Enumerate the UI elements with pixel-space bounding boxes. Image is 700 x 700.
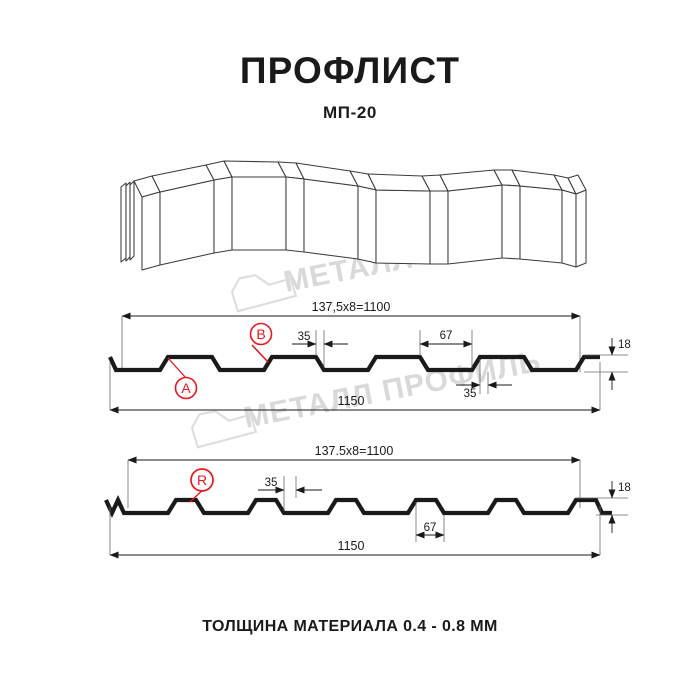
leader-line-b2 — [251, 344, 269, 363]
marker-a: A — [167, 357, 198, 400]
dim-label-18-top: 18 — [618, 339, 631, 351]
dim-label-overall-top: 137,5x8=1100 — [312, 300, 391, 314]
dim-label-overall-bottom: 137.5x8=1100 — [315, 444, 394, 458]
dim-label-1150-top: 1150 — [338, 394, 365, 408]
title-block: ПРОФЛИСТ МП-20 — [0, 50, 700, 123]
profile-outline-bottom — [104, 494, 612, 519]
cross-section-top: 137,5x8=1100 35 67 35 18 — [108, 300, 631, 414]
material-thickness-note: ТОЛЩИНА МАТЕРИАЛА 0.4 - 0.8 ММ — [202, 618, 498, 635]
marker-r-label: R — [197, 472, 207, 488]
marker-a-label: A — [181, 380, 191, 396]
watermark-lower: МЕТАЛЛ ПРОФИЛЬ — [190, 345, 544, 449]
dim-label-35-top: 35 — [298, 331, 311, 343]
marker-b-label: B — [256, 326, 265, 342]
dim-label-67-top: 67 — [440, 330, 453, 342]
profile-outline-top — [108, 354, 600, 373]
dim-label-35-bottom: 35 — [464, 388, 477, 400]
dim-label-35-bottom-sec: 35 — [265, 477, 278, 489]
dim-label-67-bottom: 67 — [424, 522, 437, 534]
marker-a-circle — [174, 376, 198, 400]
leader-line-a — [167, 357, 187, 379]
cross-section-bottom: 137.5x8=1100 35 67 18 1150 — [104, 444, 631, 559]
marker-r-circle — [190, 468, 214, 492]
marker-b: B — [249, 322, 273, 363]
page-title: ПРОФЛИСТ — [239, 50, 461, 91]
model-subtitle: МП-20 — [323, 102, 377, 122]
isometric-sheet-view — [120, 160, 587, 271]
marker-b-circle — [249, 322, 273, 346]
dim-label-18-bottom: 18 — [618, 482, 631, 494]
marker-r: R — [189, 468, 214, 503]
dim-label-1150-bottom: 1150 — [338, 539, 365, 553]
